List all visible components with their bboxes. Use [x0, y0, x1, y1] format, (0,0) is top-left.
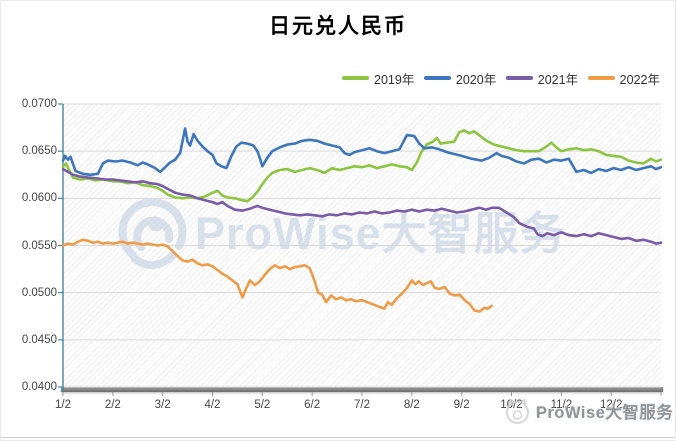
- x-axis-label-8/2: 8/2: [403, 399, 420, 411]
- x-axis-label-9/2: 9/2: [453, 399, 470, 411]
- x-axis-label-2/2: 2/2: [104, 399, 121, 411]
- y-axis-label-0.0450: 0.0450: [21, 333, 57, 346]
- y-axis-label-0.0400: 0.0400: [21, 381, 57, 393]
- x-axis-label-10/2: 10/2: [500, 399, 523, 411]
- legend: 2019年 2020年 2021年 2022年: [342, 69, 660, 87]
- x-axis-label-5/2: 5/2: [254, 399, 271, 411]
- x-axis-label-7/2: 7/2: [354, 399, 370, 411]
- legend-swatch-icon: [587, 76, 615, 80]
- x-axis-label-12/2: 12/2: [599, 399, 623, 411]
- x-axis-label-4/2: 4/2: [204, 399, 221, 411]
- legend-label: 2021年: [537, 72, 579, 87]
- legend-item-2021年: 2021年: [505, 69, 579, 88]
- legend-swatch-icon: [423, 76, 451, 80]
- legend-swatch-icon: [505, 76, 533, 80]
- x-axis-label-11/2: 11/2: [550, 399, 573, 411]
- y-axis-label-0.0550: 0.0550: [21, 239, 57, 252]
- legend-label: 2019年: [374, 72, 415, 87]
- series-line-2019年: [61, 129, 663, 203]
- legend-label: 2022年: [619, 72, 660, 87]
- x-axis-bar: [61, 387, 663, 392]
- legend-label: 2020年: [455, 72, 497, 87]
- chart-title: 日元兑人民币: [269, 15, 407, 38]
- series-line-2022年: [61, 238, 493, 313]
- bottom-divider: [1, 437, 675, 438]
- y-axis-label-0.0650: 0.0650: [21, 145, 57, 158]
- y-axis-label-0.0700: 0.0700: [21, 98, 57, 110]
- y-axis-label-0.0500: 0.0500: [21, 286, 57, 299]
- legend-item-2020年: 2020年: [423, 69, 497, 88]
- x-axis-label-3/2: 3/2: [154, 399, 171, 411]
- series-line-2021年: [61, 167, 663, 245]
- x-axis-label-1/2: 1/2: [55, 399, 71, 411]
- legend-swatch-icon: [342, 76, 369, 80]
- legend-item-2019年: 2019年: [342, 69, 414, 88]
- x-axis-label-6/2: 6/2: [304, 399, 321, 411]
- legend-item-2022年: 2022年: [587, 69, 660, 88]
- series-line-2020年: [61, 127, 663, 177]
- y-axis-label-0.0600: 0.0600: [21, 192, 57, 205]
